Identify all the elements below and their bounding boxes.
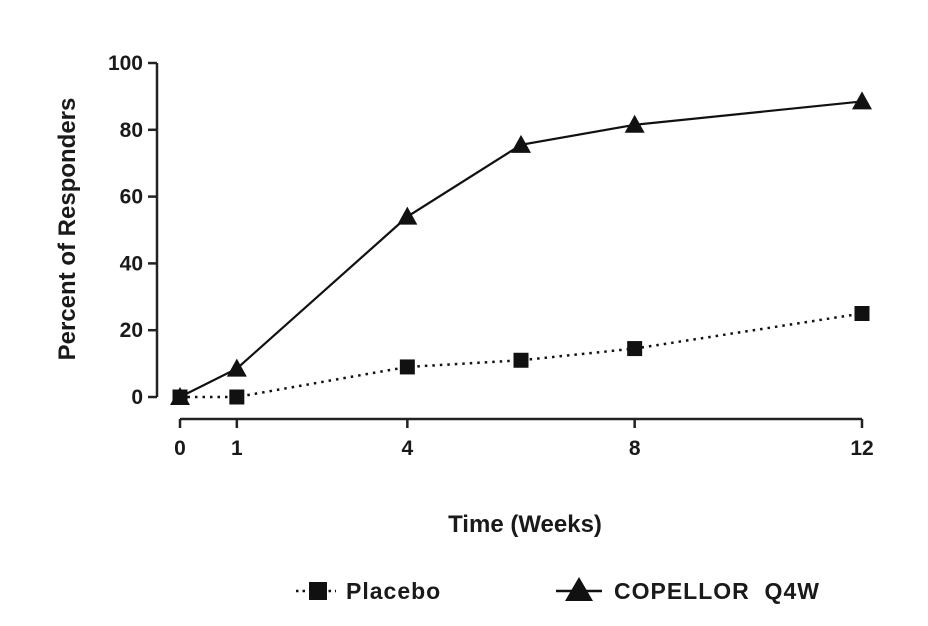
y-tick-label: 100: [108, 52, 143, 75]
series-copellor-q4w: [170, 91, 872, 405]
axes: 0 20 40 60 80 100 0 1 4 8 12: [108, 52, 874, 460]
series-line: [180, 312, 863, 399]
series-line: [179, 100, 863, 398]
legend-marker: [565, 577, 593, 601]
series-layer: [170, 91, 872, 405]
legend-item: Placebo: [296, 578, 441, 604]
data-point: [170, 387, 190, 405]
series-placebo: [172, 306, 870, 405]
legend-item: COPELLOR Q4W: [556, 577, 820, 604]
data-point: [229, 389, 245, 405]
legend-label: Placebo: [346, 578, 441, 604]
y-tick-label: 80: [120, 119, 143, 142]
y-tick-label: 0: [131, 386, 143, 409]
data-point: [627, 341, 643, 357]
data-point: [624, 114, 645, 133]
x-tick-label: 0: [174, 437, 186, 460]
x-tick-label: 1: [231, 437, 243, 460]
y-tick-label: 60: [120, 186, 143, 209]
data-point: [399, 359, 415, 375]
x-axis-title: Time (Weeks): [448, 511, 602, 538]
data-point: [226, 358, 247, 377]
x-tick-label: 4: [401, 437, 413, 460]
x-tick-label: 12: [850, 437, 873, 460]
data-point: [511, 134, 531, 153]
data-point: [397, 206, 418, 225]
data-point: [513, 352, 529, 368]
legend-marker: [309, 582, 327, 600]
legend-label: COPELLOR Q4W: [614, 578, 820, 604]
y-tick-label: 20: [120, 319, 143, 342]
data-point: [854, 306, 870, 321]
data-point: [852, 91, 872, 110]
y-axis-title: Percent of Responders: [54, 98, 81, 361]
legend: Placebo COPELLOR Q4W: [296, 577, 820, 604]
x-tick-label: 8: [629, 437, 641, 460]
y-tick-label: 40: [120, 252, 143, 275]
